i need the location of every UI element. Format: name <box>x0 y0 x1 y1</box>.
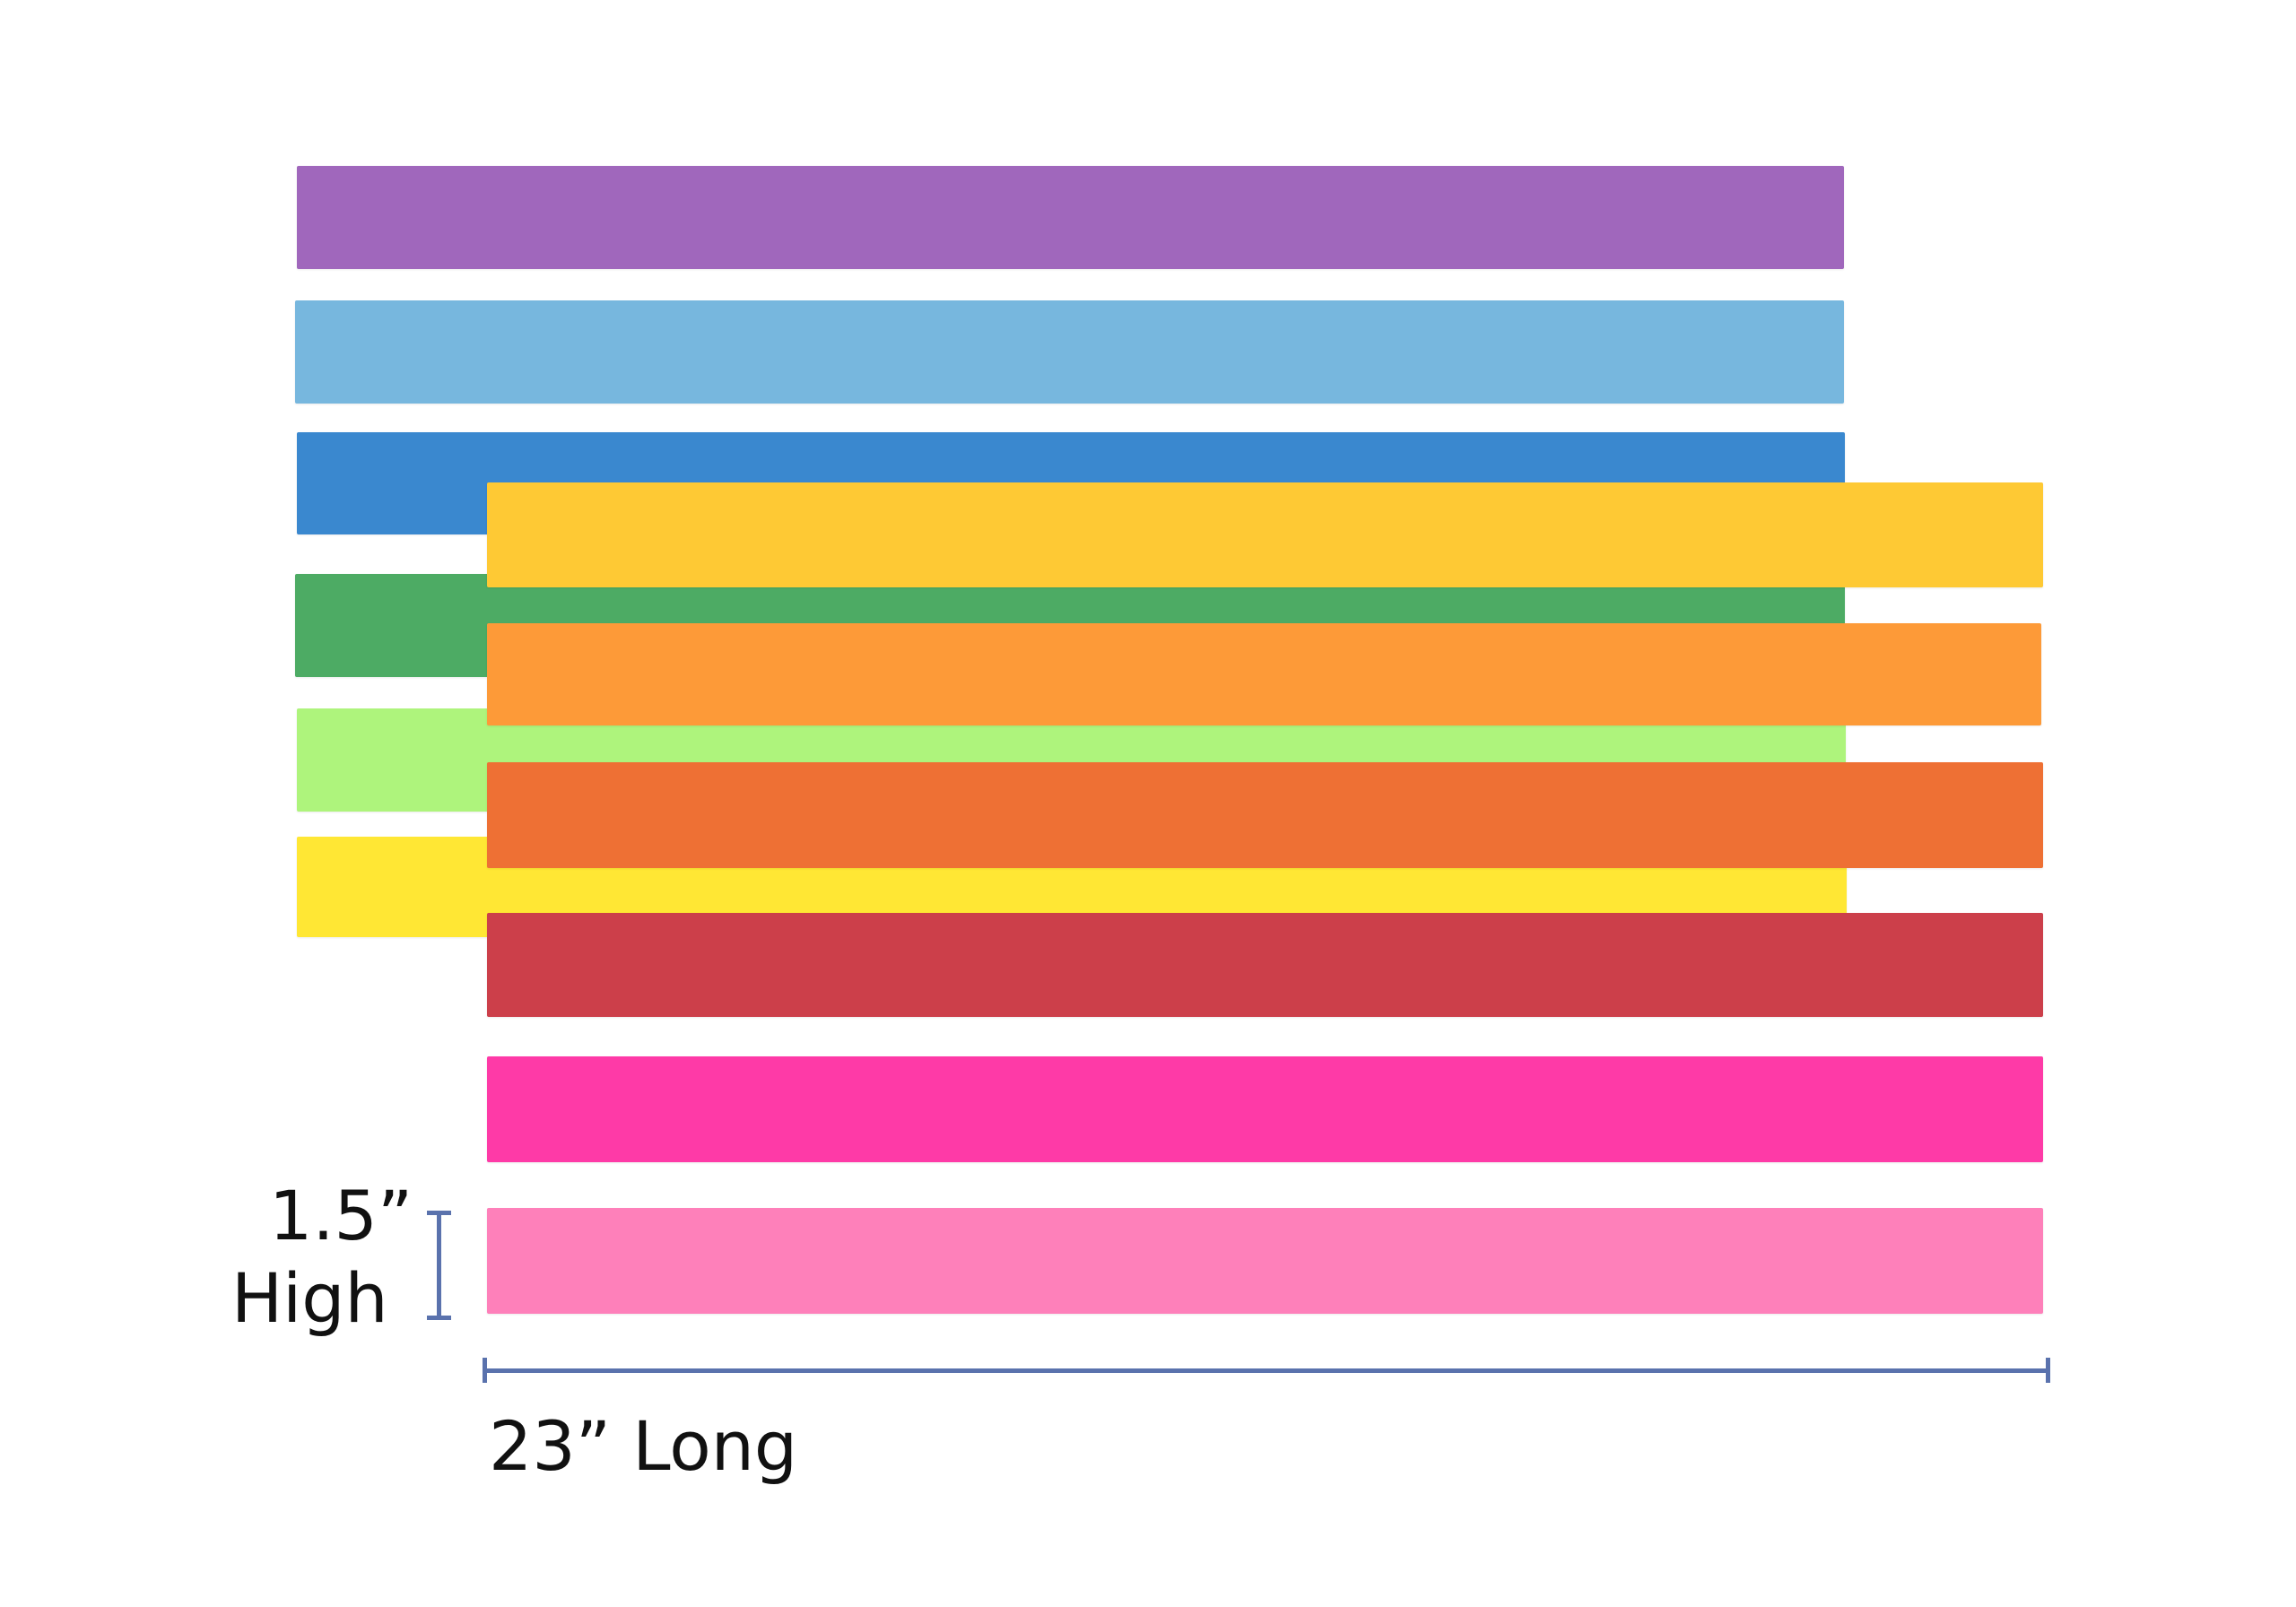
height-measure-cap-bottom <box>427 1316 451 1320</box>
length-measure-cap-right <box>2046 1358 2050 1383</box>
strip-red <box>487 913 2043 1017</box>
length-measure-line <box>484 1368 2049 1373</box>
strip-dark-orange <box>487 762 2043 868</box>
strip-golden-yellow <box>487 482 2043 587</box>
length-label: 23” Long <box>489 1406 798 1486</box>
length-measure-cap-left <box>483 1358 487 1383</box>
strip-purple <box>297 166 1844 269</box>
height-measure-cap-top <box>427 1211 451 1215</box>
strip-magenta <box>487 1056 2043 1162</box>
strip-orange <box>487 623 2041 725</box>
strip-pink <box>487 1208 2043 1314</box>
height-value-label: 1.5” <box>269 1176 413 1255</box>
height-measure-line <box>437 1212 441 1320</box>
strip-light-blue <box>295 300 1844 404</box>
height-word-label: High <box>231 1258 388 1338</box>
